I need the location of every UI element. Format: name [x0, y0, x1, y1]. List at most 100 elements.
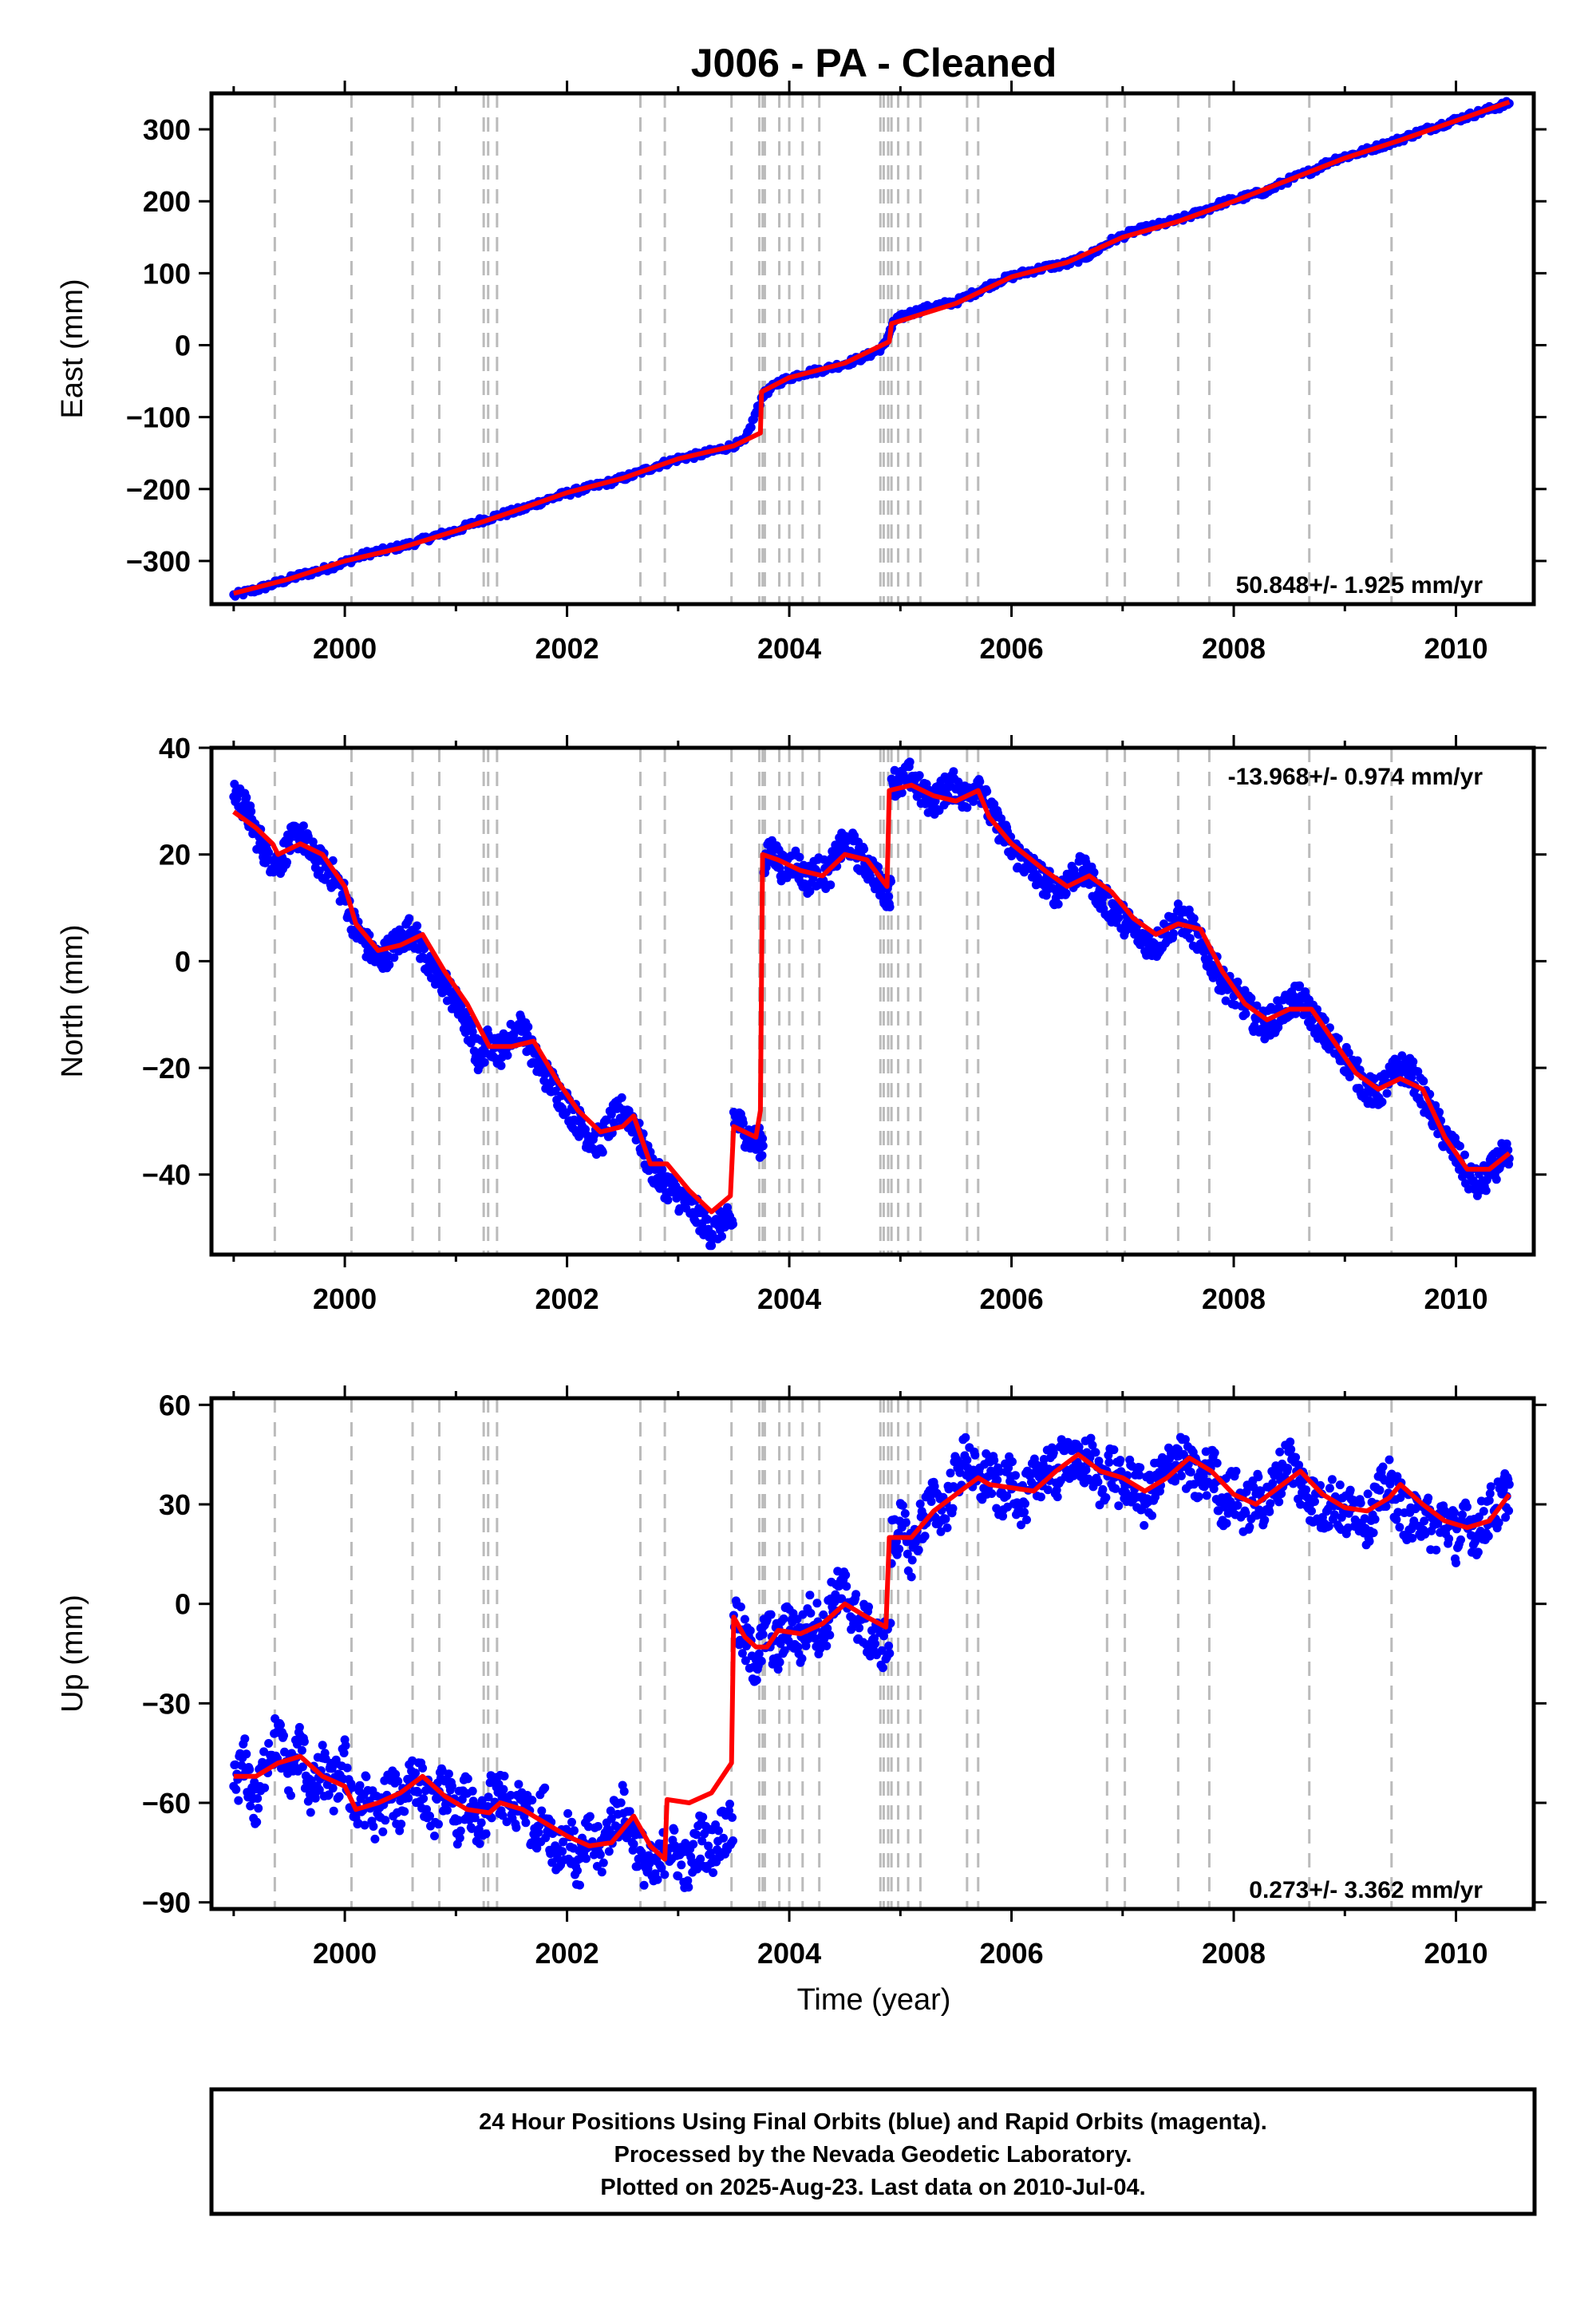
- data-point: [425, 1812, 434, 1820]
- x-tick-label: 2010: [1424, 1937, 1487, 1970]
- data-point: [385, 960, 394, 970]
- data-point: [884, 891, 894, 901]
- data-point: [582, 1854, 591, 1863]
- data-point: [1491, 1175, 1501, 1184]
- plot-area: [229, 748, 1514, 1255]
- data-point: [758, 1630, 768, 1639]
- data-point: [1283, 1464, 1293, 1473]
- x-tick-label: 2004: [757, 632, 821, 665]
- data-point: [405, 914, 414, 923]
- data-point: [741, 1656, 750, 1666]
- data-point: [737, 1649, 747, 1658]
- x-tick-label: 2004: [757, 1282, 821, 1315]
- data-point: [1011, 1471, 1020, 1480]
- data-point: [625, 1807, 634, 1816]
- data-point: [1344, 1048, 1353, 1057]
- data-point: [456, 1826, 465, 1836]
- data-point: [1140, 1520, 1149, 1530]
- data-point: [369, 1822, 378, 1831]
- data-point: [253, 1794, 263, 1803]
- data-point: [1450, 1508, 1459, 1517]
- data-point: [725, 1806, 733, 1816]
- data-point: [484, 1792, 493, 1802]
- data-point: [314, 1785, 324, 1795]
- data-point: [1295, 981, 1305, 990]
- data-point: [907, 1555, 917, 1565]
- data-point: [775, 1658, 784, 1667]
- data-point: [328, 1784, 338, 1793]
- data-point: [598, 1858, 608, 1867]
- data-point: [1302, 1485, 1311, 1495]
- data-point: [633, 1862, 642, 1871]
- data-point: [696, 1854, 705, 1863]
- up-panel: 2000 2002 2004 2006 2008 2010 60 30 0 −30 −60 −90 Up…: [56, 1385, 1547, 1970]
- data-point: [736, 1603, 745, 1611]
- data-point: [334, 1792, 344, 1801]
- data-point: [658, 1165, 667, 1175]
- data-point: [970, 1450, 980, 1460]
- data-point: [1393, 1472, 1402, 1481]
- data-point: [1369, 1528, 1378, 1538]
- x-tick-label: 2008: [1202, 1937, 1266, 1970]
- data-point: [433, 1795, 441, 1804]
- data-point: [1274, 1468, 1283, 1477]
- footer-line-orbits: 24 Hour Positions Using Final Orbits (bl…: [479, 2109, 1267, 2135]
- data-point: [1022, 1515, 1031, 1524]
- data-point: [1458, 1510, 1467, 1520]
- data-point: [714, 1826, 723, 1836]
- data-point: [1424, 1493, 1433, 1503]
- data-point: [795, 852, 804, 862]
- data-point: [709, 1868, 718, 1877]
- data-point: [1114, 1501, 1124, 1511]
- x-tick-label: 2002: [535, 1282, 599, 1315]
- data-point: [884, 1641, 894, 1650]
- data-point: [993, 1476, 1002, 1484]
- data-point: [1185, 934, 1195, 943]
- data-point: [602, 1116, 611, 1125]
- figure-title: J006 - PA - Cleaned: [691, 41, 1057, 85]
- data-point: [1101, 1493, 1111, 1502]
- data-point: [689, 1840, 698, 1849]
- data-point: [729, 1219, 737, 1229]
- data-point: [773, 1665, 783, 1674]
- data-point: [905, 757, 915, 767]
- x-tick-label: 2006: [980, 1937, 1044, 1970]
- data-point: [1310, 1497, 1319, 1506]
- data-point: [738, 1118, 748, 1128]
- data-point: [339, 1749, 349, 1757]
- data-point: [259, 1747, 269, 1757]
- y-axis-label: North (mm): [56, 924, 89, 1077]
- data-point: [342, 1763, 352, 1773]
- data-point: [704, 1841, 713, 1851]
- data-point: [639, 1880, 649, 1890]
- data-point: [1456, 1535, 1465, 1544]
- data-point: [975, 777, 985, 786]
- data-point: [234, 1796, 243, 1805]
- data-point: [567, 1817, 576, 1827]
- data-point: [1241, 1508, 1250, 1518]
- data-point: [1324, 1521, 1333, 1531]
- data-point: [805, 1591, 815, 1600]
- data-point: [1479, 1507, 1488, 1516]
- data-point: [558, 1847, 567, 1856]
- data-point: [1329, 1510, 1339, 1520]
- data-point: [1245, 1522, 1254, 1531]
- data-point: [1378, 1462, 1388, 1472]
- data-point: [1308, 1015, 1317, 1025]
- data-point: [780, 1646, 789, 1655]
- data-point: [1432, 1545, 1441, 1555]
- data-point: [1093, 1477, 1103, 1487]
- data-point: [1275, 1447, 1285, 1456]
- data-point: [926, 1497, 936, 1506]
- data-point: [298, 821, 308, 831]
- data-point: [1241, 1009, 1250, 1018]
- data-point: [483, 1802, 492, 1811]
- data-point: [871, 1639, 879, 1649]
- data-point: [242, 792, 251, 802]
- data-point: [397, 1820, 406, 1829]
- data-point: [948, 1504, 958, 1513]
- data-point: [864, 1603, 873, 1611]
- data-point: [1307, 1506, 1316, 1516]
- data-point: [391, 1769, 401, 1779]
- data-point: [1020, 1508, 1029, 1517]
